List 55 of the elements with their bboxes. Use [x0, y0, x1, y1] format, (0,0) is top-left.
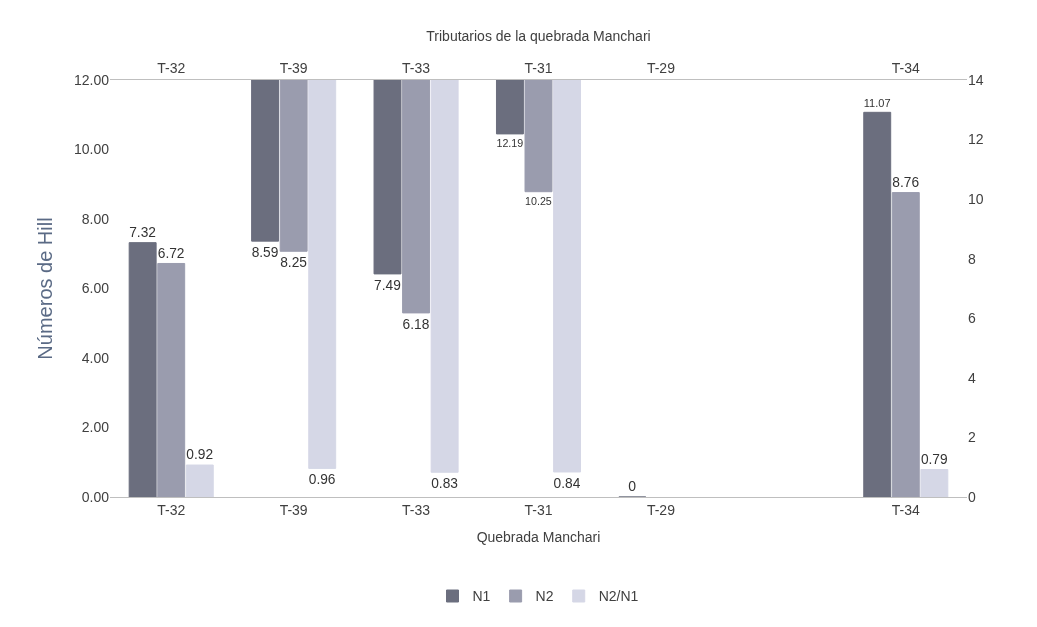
category-label: T-34 [891, 501, 920, 518]
data-label: 7.49 [374, 277, 401, 293]
data-label: 0.83 [431, 476, 459, 492]
bar [185, 464, 214, 497]
y2-tick-label: 0 [968, 488, 976, 505]
data-label: 10.25 [525, 194, 552, 207]
x-tick-label: T-31 [524, 60, 553, 77]
category-label: T-33 [402, 501, 431, 518]
y2-tick-label: 2 [968, 429, 976, 446]
data-label: 0.96 [308, 472, 336, 488]
data-label: 12.19 [496, 136, 524, 149]
bar [157, 262, 186, 497]
data-label: 8.76 [892, 174, 920, 190]
x-tick-label: T-34 [891, 60, 921, 77]
data-label: 7.32 [129, 224, 156, 240]
y2-tick-label: 4 [968, 369, 976, 386]
x2-axis-title: Tributarios de la quebrada Manchari [426, 28, 651, 44]
y-tick-label: 4.00 [81, 349, 110, 366]
x-tick-label: T-29 [646, 60, 676, 77]
x-tick-label: T-33 [402, 60, 431, 77]
bar [128, 242, 157, 497]
category-label: T-29 [646, 501, 675, 518]
legend-label: N1 [472, 588, 491, 605]
x-tick-label: T-39 [279, 60, 308, 77]
bar [863, 111, 892, 497]
y-tick-label: 2.00 [81, 419, 110, 436]
y2-tick-label: 14 [968, 71, 984, 88]
category-label: T-31 [524, 501, 553, 518]
data-label: 0.79 [920, 451, 948, 467]
y-tick-label: 0.00 [81, 488, 110, 505]
data-label: 0.92 [186, 447, 214, 463]
data-label: 11.07 [863, 96, 891, 109]
y2-tick-label: 6 [968, 310, 976, 327]
category-label: T-32 [157, 501, 186, 518]
y2-tick-label: 8 [968, 250, 976, 267]
category-label: T-39 [279, 501, 308, 518]
bar [891, 192, 920, 497]
y-axis-title: Números de Hill [34, 217, 57, 360]
legend-label: N2/N1 [598, 588, 639, 605]
data-label: 8.59 [251, 244, 279, 260]
legend-label: N2 [535, 588, 554, 605]
data-label: 0.84 [553, 475, 581, 491]
data-label: 6.18 [402, 316, 430, 332]
y-tick-label: 6.00 [81, 280, 110, 297]
y2-tick-label: 10 [968, 191, 984, 208]
y-tick-label: 10.00 [73, 141, 110, 158]
y-tick-label: 8.00 [81, 210, 110, 227]
data-label: 0 [628, 478, 637, 494]
data-label: 6.72 [157, 245, 185, 261]
bar [920, 469, 949, 497]
x-axis-title: Quebrada Manchari [476, 529, 601, 546]
y-tick-label: 12.00 [73, 71, 110, 88]
x-tick-label: T-32 [157, 60, 186, 77]
data-label: 8.25 [280, 255, 308, 271]
y2-tick-label: 12 [968, 131, 984, 148]
